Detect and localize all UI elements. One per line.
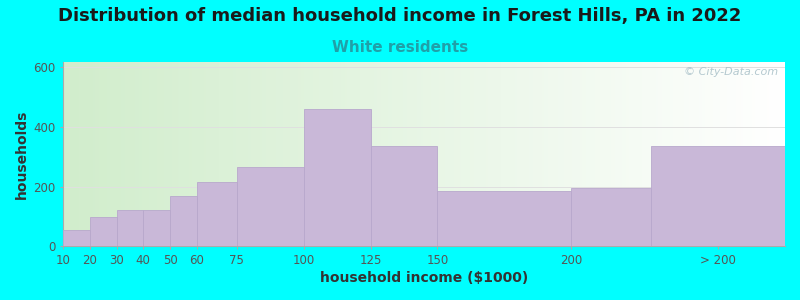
Bar [63,230,90,246]
Bar [651,146,785,246]
Bar [571,188,651,246]
Text: Distribution of median household income in Forest Hills, PA in 2022: Distribution of median household income … [58,8,742,26]
Bar [370,146,438,246]
Bar [170,196,197,246]
Bar [237,167,304,246]
Bar [197,182,237,246]
X-axis label: household income ($1000): household income ($1000) [320,271,528,285]
Text: © City-Data.com: © City-Data.com [684,67,778,77]
Bar [304,109,370,246]
Bar [117,210,143,246]
Bar [438,191,571,246]
Bar [143,210,170,246]
Y-axis label: households: households [15,109,29,199]
Bar [90,217,117,246]
Text: White residents: White residents [332,40,468,56]
